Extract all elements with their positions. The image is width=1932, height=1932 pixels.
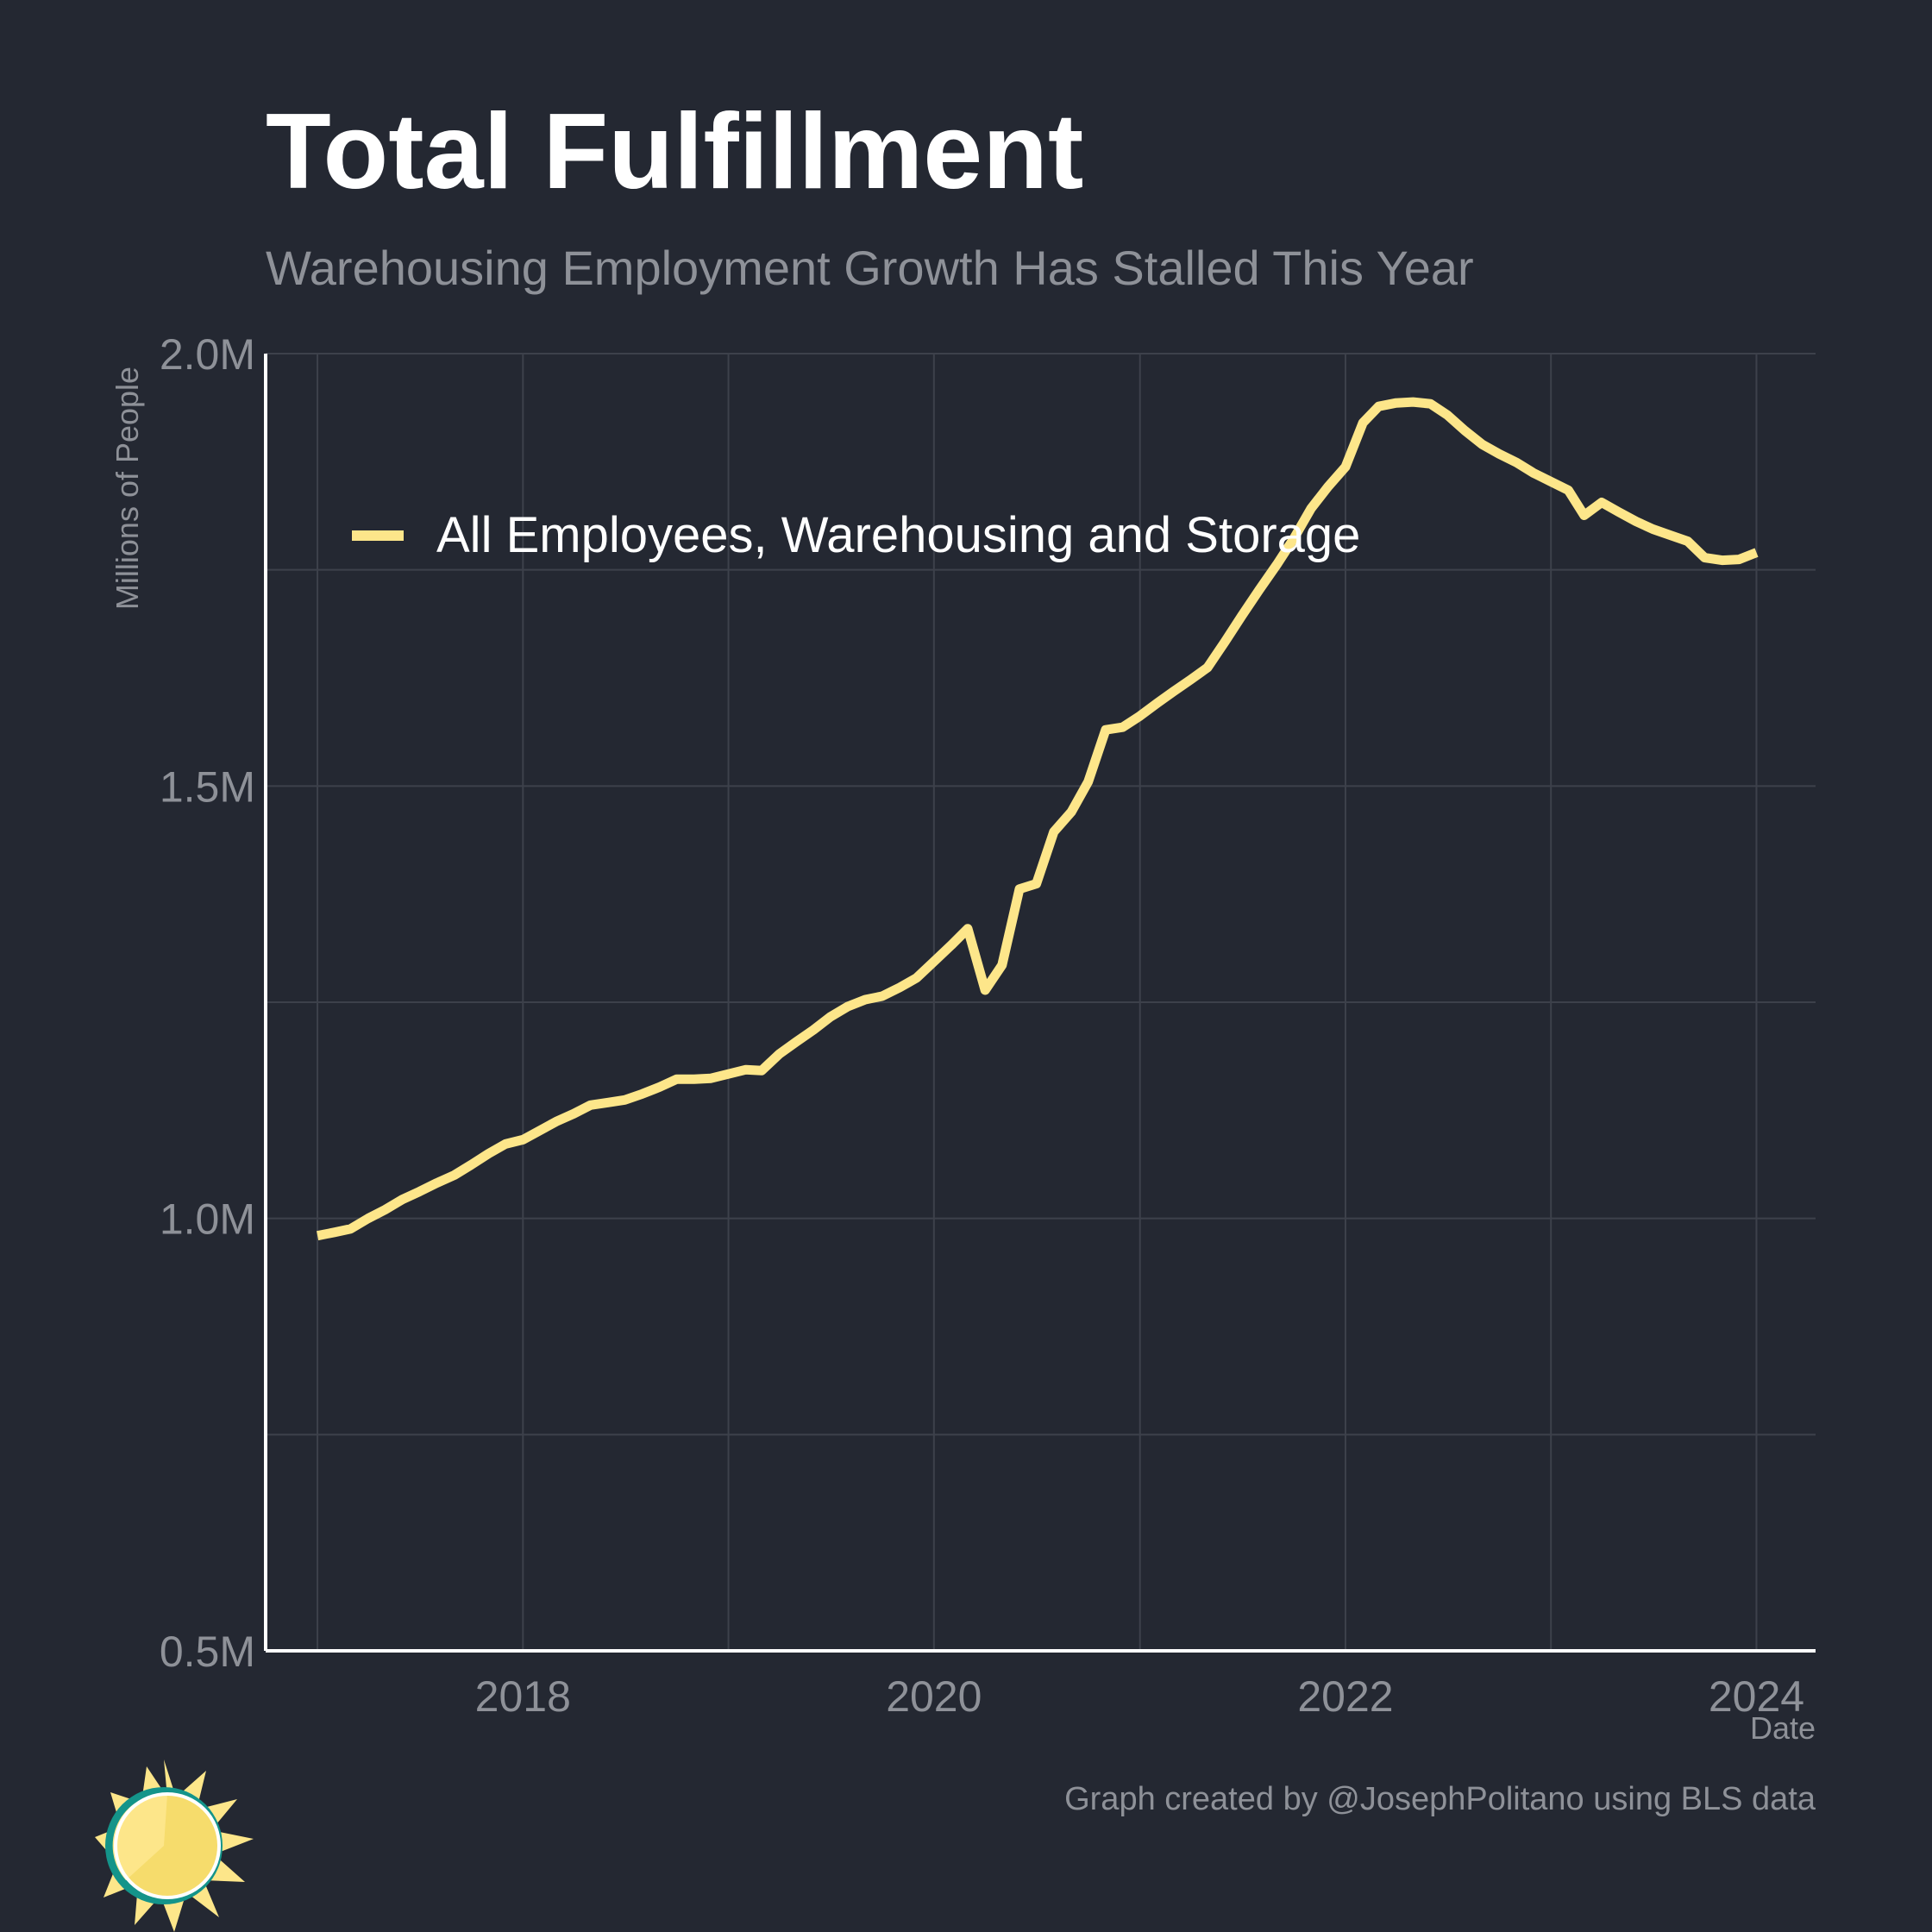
- axes: [264, 354, 1816, 1653]
- legend-entry: All Employees, Warehousing and Storage: [436, 507, 1360, 563]
- series-layer: [317, 397, 1759, 1241]
- y-tick-label: 2.0M: [160, 330, 255, 379]
- x-tick-labels: 2018 2020 2022 2024: [475, 1672, 1804, 1721]
- x-tick-label: 2024: [1709, 1672, 1804, 1721]
- x-tick-label: 2020: [886, 1672, 982, 1721]
- x-tick-label: 2022: [1297, 1672, 1393, 1721]
- y-tick-labels: 0.5M 1.0M 1.5M 2.0M: [160, 330, 255, 1676]
- x-axis-label: Date: [1750, 1710, 1816, 1746]
- x-tick-label: 2018: [475, 1672, 571, 1721]
- y-axis-label: Millions of People: [110, 367, 145, 610]
- grid: [266, 353, 1816, 1651]
- y-tick-label: 0.5M: [160, 1628, 255, 1676]
- series-line: [317, 397, 1759, 1241]
- chart-title: Total Fulfillment: [266, 92, 1083, 211]
- legend: All Employees, Warehousing and Storage: [352, 507, 1360, 563]
- credit-text: Graph created by @JosephPolitano using B…: [1064, 1781, 1816, 1817]
- y-tick-label: 1.5M: [160, 762, 255, 811]
- y-tick-label: 1.0M: [160, 1195, 255, 1244]
- sun-icon: [95, 1760, 254, 1932]
- chart-subtitle: Warehousing Employment Growth Has Stalle…: [266, 241, 1474, 295]
